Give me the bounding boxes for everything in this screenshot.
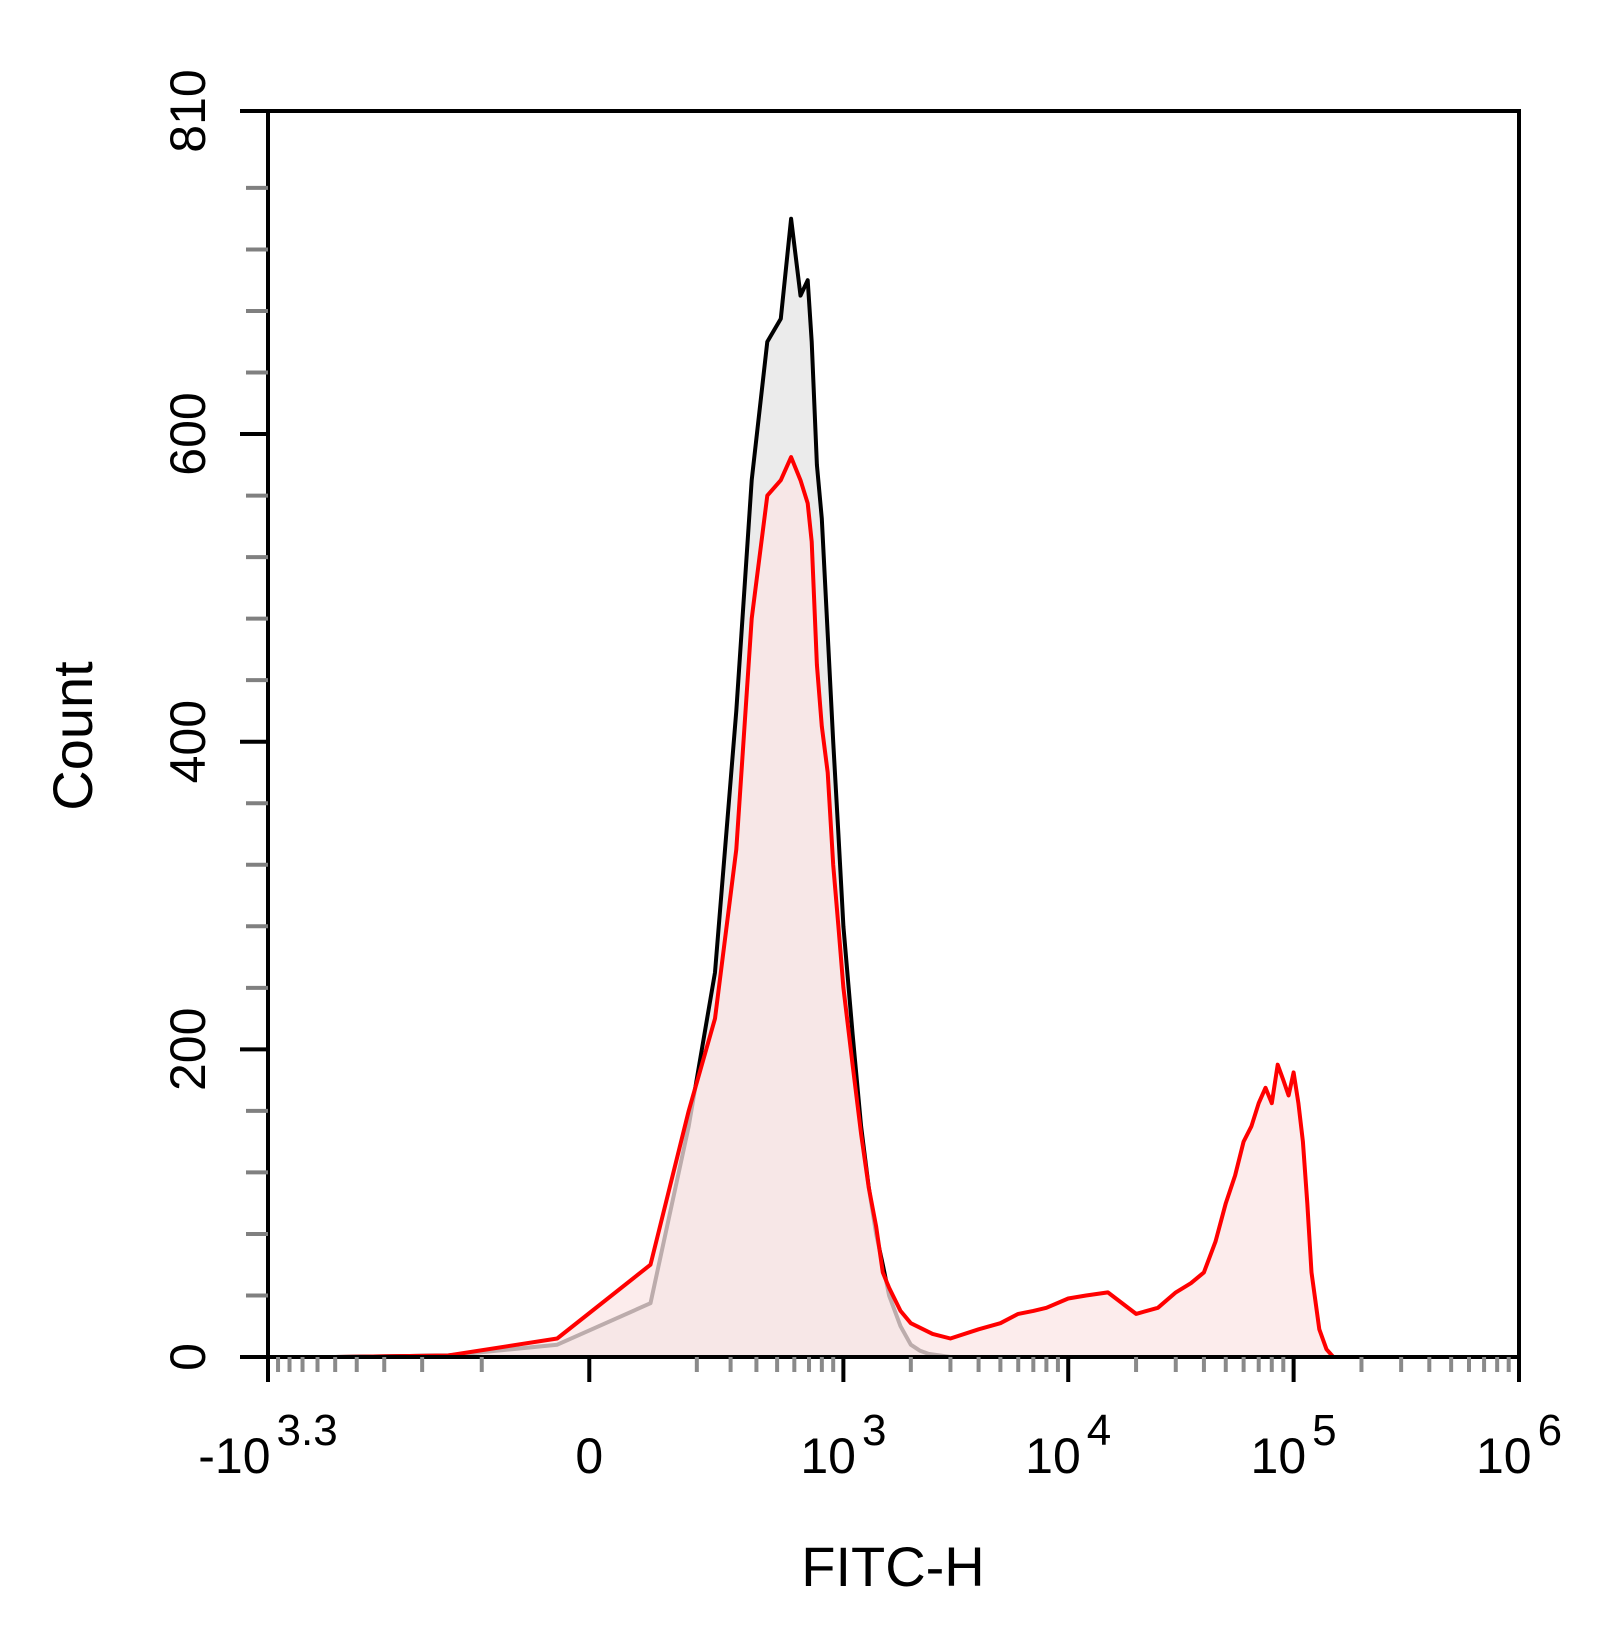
x-axis: -10 3.3 0 10 3 10 4 10 5 10 6 — [198, 1357, 1562, 1484]
x-tick-label: 10 3 — [800, 1406, 886, 1484]
y-tick-label: 0 — [160, 1343, 216, 1371]
plot-frame — [266, 109, 1521, 1359]
y-tick-label: 200 — [160, 1008, 216, 1091]
x-tick-label: 10 4 — [1025, 1406, 1111, 1484]
series-0-area — [335, 218, 966, 1358]
x-axis-title: FITC-H — [801, 1535, 985, 1598]
series-0-line — [335, 216, 966, 1359]
x-tick-label: 0 — [575, 1428, 603, 1484]
series-layer — [335, 216, 1352, 1359]
y-tick-label: 400 — [160, 700, 216, 783]
x-tick-label: 10 6 — [1476, 1406, 1562, 1484]
series-1-line — [335, 455, 1352, 1359]
series-1-area — [335, 457, 1352, 1358]
x-tick-label: -10 3.3 — [198, 1406, 337, 1484]
y-axis: 0 200 400 600 810 — [160, 69, 268, 1371]
y-tick-label: 810 — [160, 69, 216, 152]
x-tick-label: 10 5 — [1251, 1406, 1337, 1484]
y-axis-title: Count — [41, 661, 104, 811]
y-tick-label: 600 — [160, 392, 216, 475]
